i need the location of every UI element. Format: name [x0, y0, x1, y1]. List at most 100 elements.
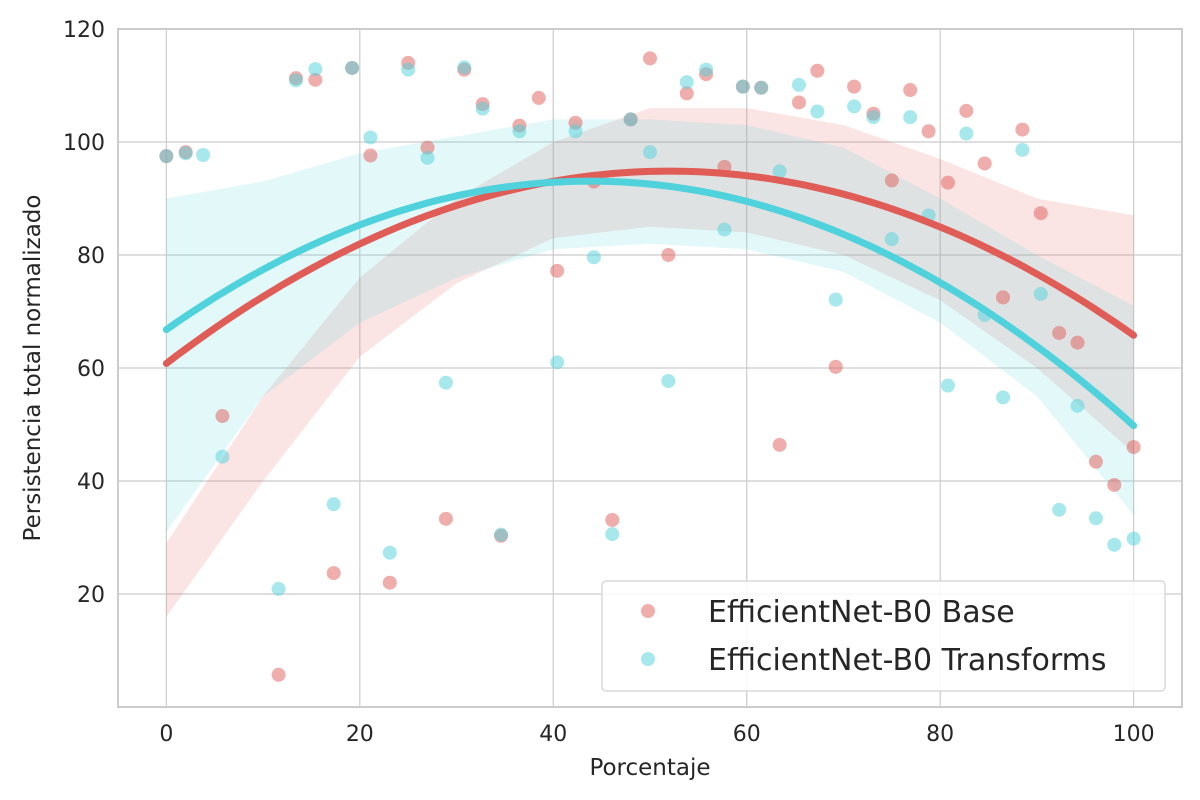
data-point-base: [215, 409, 230, 424]
x-tick-label: 0: [159, 722, 173, 747]
data-point-transforms: [512, 124, 527, 139]
data-point-transforms: [903, 110, 918, 125]
data-point-base: [363, 148, 378, 163]
y-tick-label: 40: [77, 470, 105, 495]
legend-marker-base: [641, 604, 655, 618]
data-point-base: [847, 79, 862, 94]
data-point-transforms: [940, 378, 955, 393]
data-point-transforms: [363, 130, 378, 145]
data-point-base: [1070, 335, 1085, 350]
data-point-base: [921, 124, 936, 139]
data-point-base: [791, 95, 806, 110]
data-point-base: [271, 667, 286, 682]
data-point-base: [828, 359, 843, 374]
data-point-transforms: [884, 232, 899, 247]
data-point-transforms: [1126, 531, 1141, 546]
legend-label-base: EfficientNet-B0 Base: [708, 595, 1015, 630]
y-tick-label: 60: [77, 357, 105, 382]
data-point-transforms: [420, 150, 435, 165]
y-axis-label: Persistencia total normalizado: [20, 195, 46, 542]
data-point-transforms: [643, 145, 657, 160]
data-point-base: [1126, 440, 1141, 455]
data-point-transforms: [550, 355, 565, 370]
data-point-transforms: [288, 73, 303, 88]
data-point-base: [438, 511, 453, 526]
plot-frame: [117, 28, 1183, 708]
data-point-base: [1107, 477, 1122, 492]
data-point-transforms: [754, 80, 769, 95]
y-tick-label: 120: [63, 18, 105, 43]
data-point-base: [382, 575, 397, 590]
x-axis-label: Porcentaje: [589, 755, 710, 781]
legend-box: [601, 580, 1166, 692]
data-point-transforms: [271, 581, 286, 596]
data-point-transforms: [1107, 537, 1122, 552]
legend: EfficientNet-B0 Base EfficientNet-B0 Tra…: [601, 580, 1166, 692]
x-tick-label: 20: [346, 722, 374, 747]
data-point-base: [420, 140, 435, 155]
legend-marker-transforms: [641, 652, 655, 666]
data-point-transforms: [661, 373, 676, 388]
data-point-transforms: [215, 449, 230, 464]
tick-labels: 0 20 40 60 80 100 20 40 60 80 100 120: [63, 18, 1155, 747]
x-tick-label: 40: [539, 722, 567, 747]
data-point-transforms: [866, 110, 881, 125]
data-point-base: [326, 566, 341, 581]
data-point-base: [531, 90, 546, 105]
data-point-transforms: [1015, 142, 1030, 157]
data-point-transforms: [623, 112, 638, 127]
legend-label-transforms: EfficientNet-B0 Transforms: [708, 643, 1107, 678]
data-point-base: [772, 437, 787, 452]
data-point-base: [605, 512, 620, 527]
data-point-transforms: [382, 545, 397, 560]
data-point-transforms: [605, 527, 620, 542]
data-point-base: [977, 156, 992, 171]
data-point-transforms: [308, 62, 323, 77]
data-point-transforms: [791, 77, 806, 92]
data-point-base: [996, 290, 1011, 305]
data-point-base: [1015, 122, 1030, 137]
fit-line-transforms: [162, 177, 1138, 430]
y-tick-label: 80: [77, 244, 105, 269]
data-point-transforms: [699, 62, 714, 77]
data-point-base: [884, 173, 899, 188]
data-point-base: [1088, 454, 1103, 469]
data-point-transforms: [568, 124, 583, 139]
data-point-base: [940, 175, 955, 190]
data-point-transforms: [810, 104, 825, 119]
data-point-transforms: [1088, 511, 1103, 526]
data-point-base: [1033, 206, 1048, 221]
data-point-transforms: [717, 222, 732, 237]
x-tick-label: 80: [926, 722, 954, 747]
data-point-base: [679, 86, 694, 101]
data-point-transforms: [159, 149, 174, 164]
y-tick-label: 100: [63, 131, 105, 156]
data-point-transforms: [959, 126, 974, 141]
fit-lines: [162, 167, 1138, 430]
scatter-points: [159, 51, 1141, 682]
data-point-transforms: [345, 60, 360, 75]
data-point-base: [1052, 325, 1067, 340]
data-point-transforms: [586, 250, 601, 265]
data-point-base: [643, 51, 657, 66]
data-point-base: [810, 63, 825, 78]
data-point-transforms: [679, 75, 694, 90]
data-point-transforms: [772, 164, 787, 179]
data-point-transforms: [494, 527, 509, 542]
x-tick-label: 100: [1113, 722, 1155, 747]
data-point-transforms: [1070, 398, 1085, 413]
data-point-transforms: [326, 497, 341, 512]
y-tick-label: 20: [77, 583, 105, 608]
data-point-transforms: [996, 390, 1011, 405]
data-point-base: [550, 263, 565, 278]
data-point-transforms: [735, 79, 750, 94]
data-point-base: [903, 83, 918, 98]
fit-line-base: [162, 167, 1138, 367]
data-point-base: [308, 72, 323, 87]
data-point-base: [959, 103, 974, 118]
data-point-base: [661, 248, 676, 262]
data-point-transforms: [196, 147, 211, 162]
data-point-transforms: [401, 62, 416, 77]
data-point-transforms: [457, 60, 472, 75]
